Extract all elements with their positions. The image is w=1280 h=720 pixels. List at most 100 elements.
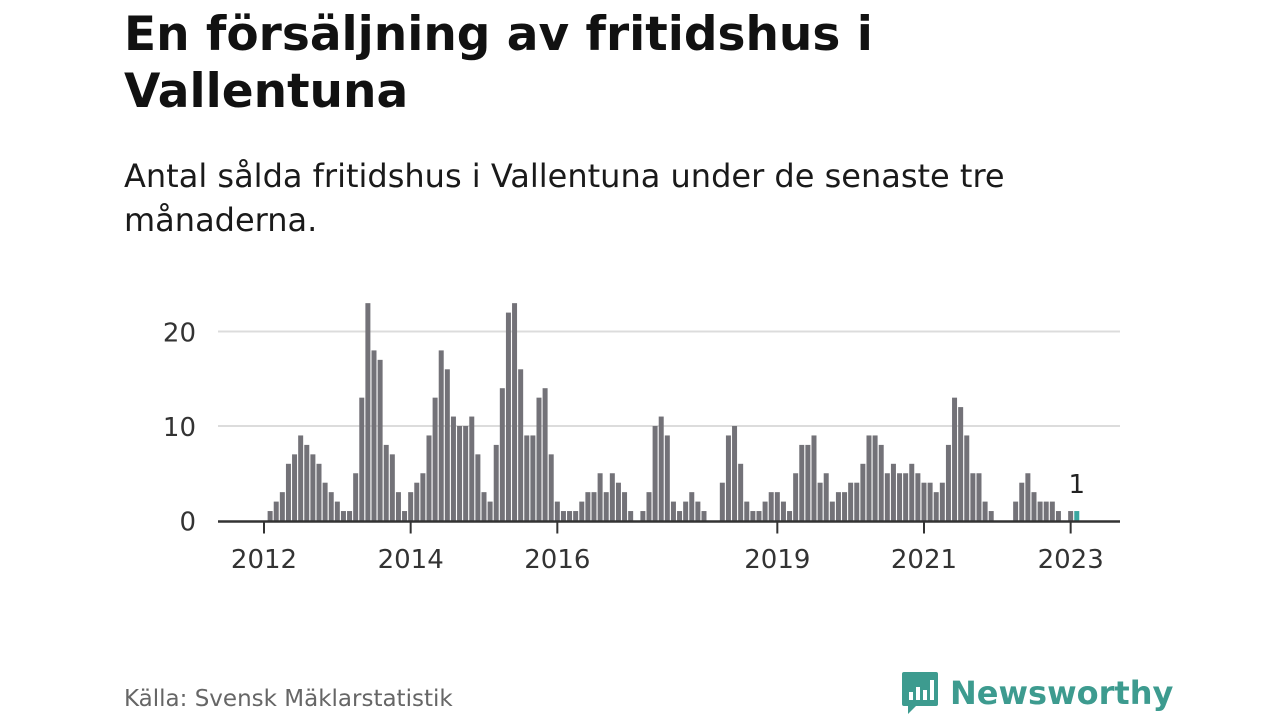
x-tick-label: 2016 <box>524 545 590 575</box>
bar <box>1031 492 1037 521</box>
bar <box>530 435 536 521</box>
bar <box>780 501 786 521</box>
chart-subtitle: Antal sålda fritidshus i Vallentuna unde… <box>124 157 1005 239</box>
bar <box>750 511 756 521</box>
bar <box>976 473 982 521</box>
bar <box>1043 501 1049 521</box>
bar <box>377 359 383 521</box>
bar <box>817 482 823 521</box>
bar <box>878 444 884 521</box>
bar <box>389 454 395 521</box>
bar <box>829 501 835 521</box>
bar <box>292 454 298 521</box>
bar <box>640 511 646 521</box>
bar <box>493 444 499 521</box>
bar <box>915 473 921 521</box>
bar <box>854 482 860 521</box>
bar <box>658 416 664 521</box>
bar <box>499 388 505 521</box>
bar <box>958 407 964 521</box>
chart-title: En försäljning av fritidshus i Vallentun… <box>124 7 873 119</box>
bar <box>1074 511 1080 521</box>
bar <box>371 350 377 521</box>
bar <box>921 482 927 521</box>
bar <box>787 511 793 521</box>
bar <box>799 444 805 521</box>
bar <box>909 463 915 521</box>
bar <box>512 303 518 521</box>
bar <box>560 511 566 521</box>
bar <box>823 473 829 521</box>
bar <box>738 463 744 521</box>
bar <box>860 463 866 521</box>
bar <box>353 473 359 521</box>
bar <box>591 492 597 521</box>
bar <box>402 511 408 521</box>
bar <box>420 473 426 521</box>
bar <box>432 397 438 521</box>
x-tick-label: 2021 <box>891 545 957 575</box>
bar <box>463 426 469 521</box>
bar <box>848 482 854 521</box>
bar <box>964 435 970 521</box>
bar <box>689 492 695 521</box>
newsworthy-logo-icon <box>902 672 938 714</box>
bar <box>316 463 322 521</box>
bar <box>982 501 988 521</box>
x-tick-label: 2023 <box>1038 545 1104 575</box>
bar <box>438 350 444 521</box>
bar <box>426 435 432 521</box>
bar <box>683 501 689 521</box>
bar <box>579 501 585 521</box>
bar <box>328 492 334 521</box>
bar <box>450 416 456 521</box>
y-tick-label: 0 <box>179 508 196 538</box>
bar <box>1037 501 1043 521</box>
bar <box>872 435 878 521</box>
bar <box>505 312 511 521</box>
bar <box>347 511 353 521</box>
y-tick-label: 10 <box>163 413 196 443</box>
bar <box>603 492 609 521</box>
bar <box>469 416 475 521</box>
bar <box>1068 511 1074 521</box>
bar <box>701 511 707 521</box>
bar <box>322 482 328 521</box>
bar <box>542 388 548 521</box>
bar <box>1013 501 1019 521</box>
bar <box>334 501 340 521</box>
bar-annotation: 1 <box>1068 470 1085 500</box>
bar <box>573 511 579 521</box>
x-tick-label: 2019 <box>744 545 810 575</box>
bar <box>1055 511 1061 521</box>
x-tick-label: 2014 <box>378 545 444 575</box>
bar <box>732 426 738 521</box>
bar <box>695 501 701 521</box>
bar <box>670 501 676 521</box>
y-tick-label: 20 <box>163 319 196 349</box>
source-note: Källa: Svensk Mäklarstatistik <box>124 686 453 712</box>
bar <box>768 492 774 521</box>
bar <box>457 426 463 521</box>
bar <box>1049 501 1055 521</box>
bar <box>273 501 279 521</box>
brand: Newsworthy <box>900 670 1173 716</box>
bar <box>628 511 634 521</box>
bar <box>725 435 731 521</box>
bar <box>762 501 768 521</box>
bar <box>842 492 848 521</box>
bar <box>744 501 750 521</box>
bar <box>793 473 799 521</box>
bar <box>267 511 273 521</box>
bar <box>304 444 310 521</box>
bar <box>719 482 725 521</box>
bar <box>609 473 615 521</box>
bar <box>408 492 414 521</box>
bar <box>444 369 450 521</box>
bar <box>756 511 762 521</box>
bar <box>567 511 573 521</box>
bar <box>285 463 291 521</box>
bar <box>805 444 811 521</box>
bar <box>884 473 890 521</box>
bar <box>646 492 652 521</box>
